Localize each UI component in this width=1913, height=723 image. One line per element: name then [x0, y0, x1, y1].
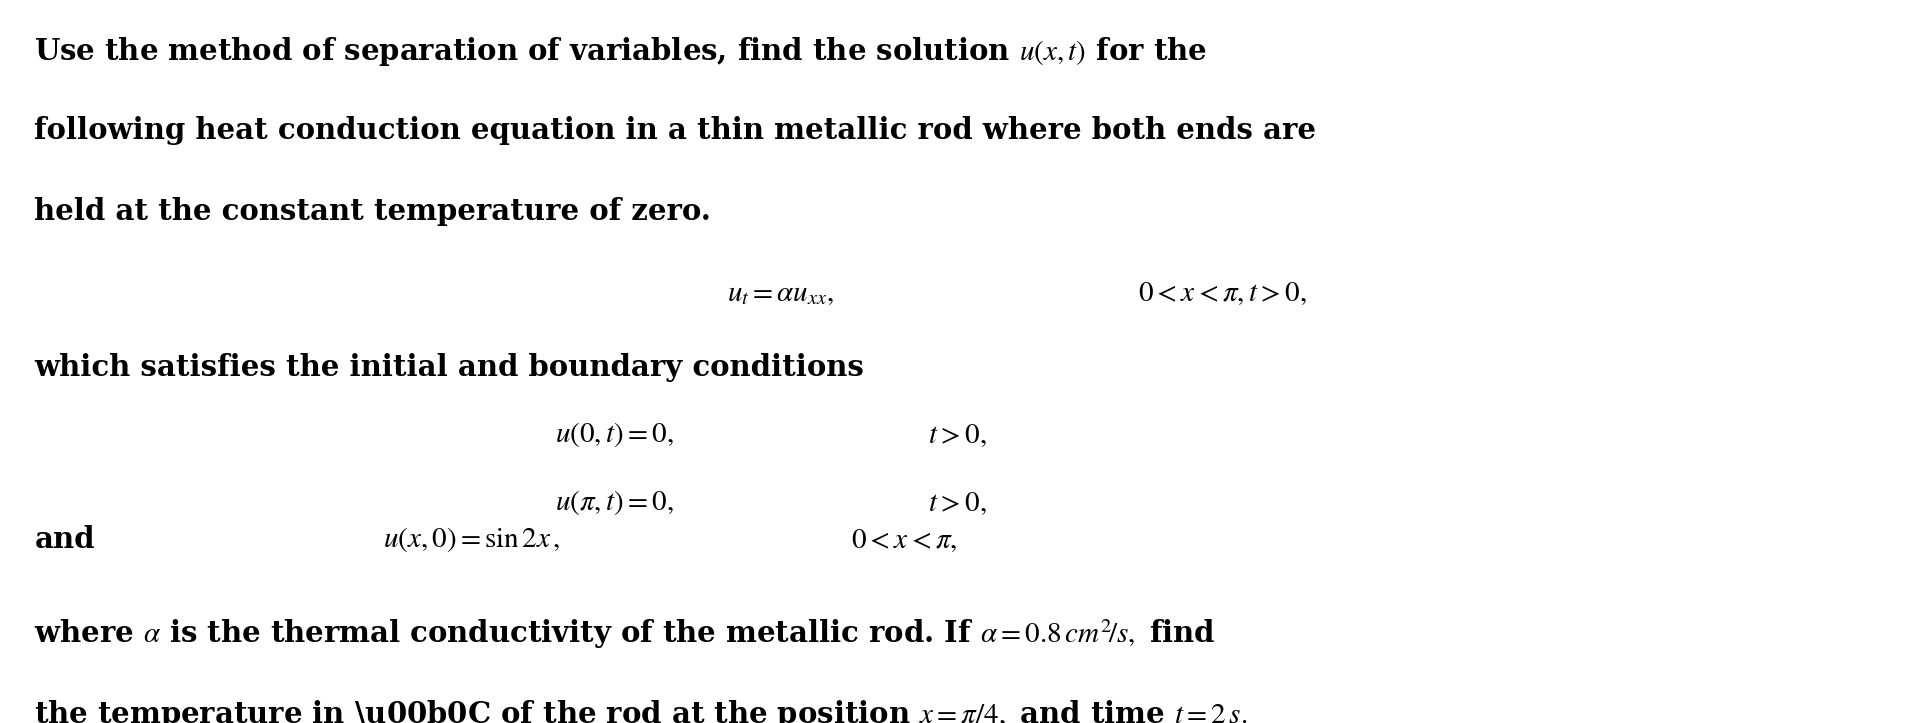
Text: $t > 0,$: $t > 0,$ [928, 420, 987, 449]
Text: which satisfies the initial and boundary conditions: which satisfies the initial and boundary… [34, 353, 865, 382]
Text: and: and [34, 525, 96, 554]
Text: the temperature in \u00b0C of the rod at the position $x = \pi/4,$ and time $t =: the temperature in \u00b0C of the rod at… [34, 698, 1247, 723]
Text: held at the constant temperature of zero.: held at the constant temperature of zero… [34, 197, 712, 226]
Text: following heat conduction equation in a thin metallic rod where both ends are: following heat conduction equation in a … [34, 116, 1316, 145]
Text: $u(0, t) = 0,$: $u(0, t) = 0,$ [555, 420, 673, 449]
Text: $0 < x < \pi, t > 0,$: $0 < x < \pi, t > 0,$ [1138, 278, 1307, 307]
Text: $u(\pi, t) = 0,$: $u(\pi, t) = 0,$ [555, 488, 673, 517]
Text: $t > 0,$: $t > 0,$ [928, 488, 987, 517]
Text: Use the method of separation of variables, find the solution $u(x,t)$ for the: Use the method of separation of variable… [34, 35, 1207, 68]
Text: $u(x, 0) = \sin 2x\,,$: $u(x, 0) = \sin 2x\,,$ [383, 525, 561, 554]
Text: where $\alpha$ is the thermal conductivity of the metallic rod. If $\alpha = 0.8: where $\alpha$ is the thermal conductivi… [34, 617, 1217, 651]
Text: $u_t = \alpha u_{xx},$: $u_t = \alpha u_{xx},$ [727, 278, 834, 307]
Text: $0 < x < \pi,$: $0 < x < \pi,$ [851, 525, 958, 554]
